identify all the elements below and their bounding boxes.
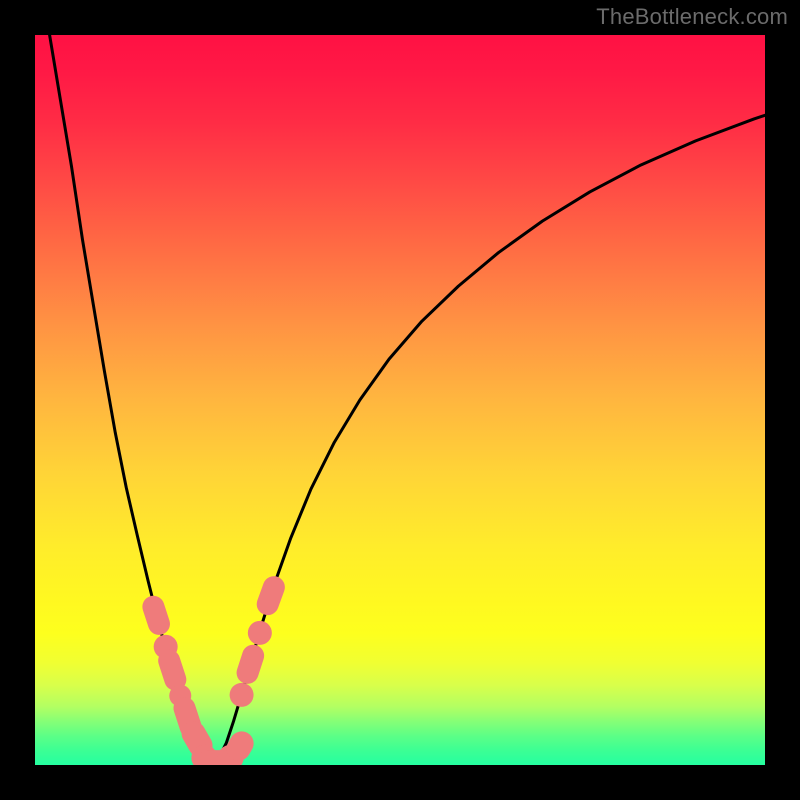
chart-container: TheBottleneck.com bbox=[0, 0, 800, 800]
marker-circle bbox=[248, 621, 272, 645]
watermark-text: TheBottleneck.com bbox=[596, 4, 788, 30]
marker-circle bbox=[230, 683, 254, 707]
bottleneck-chart-svg bbox=[0, 0, 800, 800]
gradient-background bbox=[35, 35, 765, 765]
